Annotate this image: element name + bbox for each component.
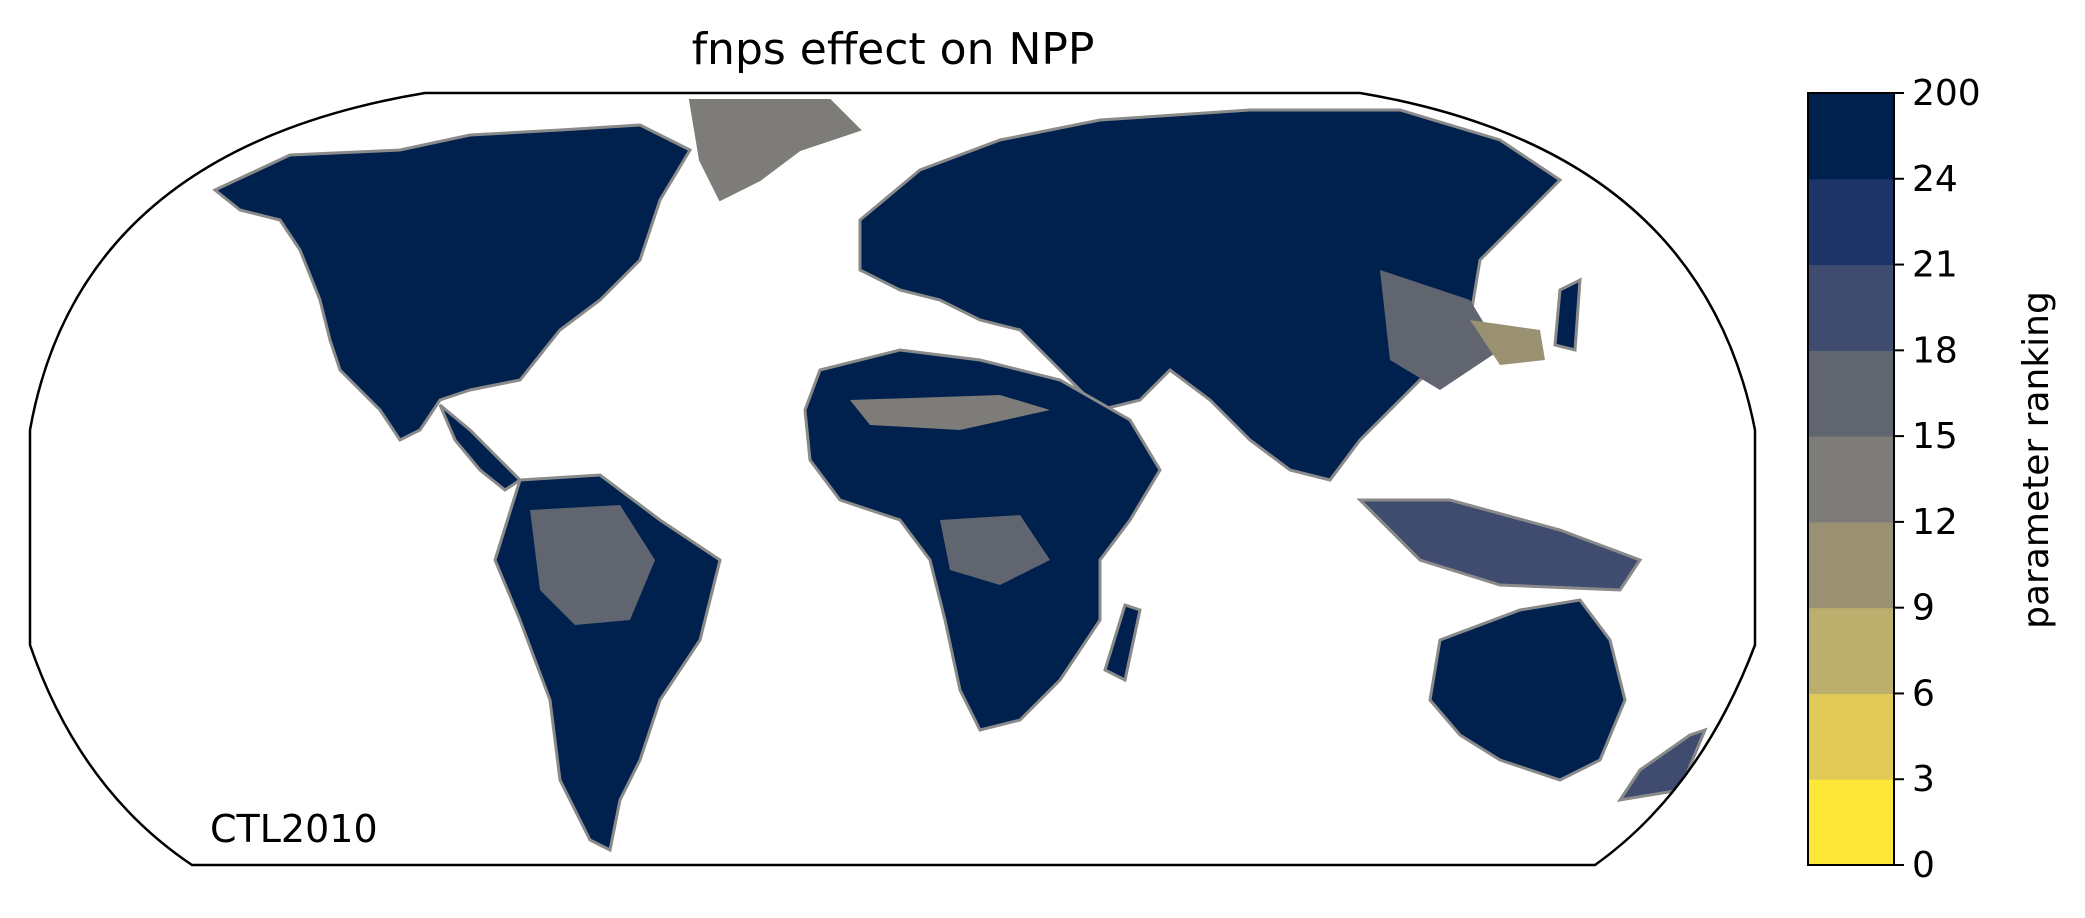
land-north-america [212, 123, 693, 442]
colorbar-tick-label: 21 [1912, 245, 1958, 286]
southern-africa-region [940, 515, 1050, 585]
amazon-region [530, 505, 655, 625]
colorbar-segment [1808, 350, 1894, 437]
yellow-sea-region [1470, 320, 1545, 365]
run-label: CTL2010 [210, 807, 378, 851]
colorbar-segment [1808, 93, 1894, 180]
land-japan [1553, 277, 1582, 352]
land-madagascar [1103, 603, 1142, 683]
colorbar-tick-label: 24 [1912, 159, 1958, 200]
colorbar-tick-label: 18 [1912, 330, 1958, 371]
east-asia-region [1380, 270, 1500, 390]
colorbar-tick-label: 200 [1912, 73, 1981, 114]
colorbar-segment [1808, 178, 1894, 266]
sahel-region [850, 395, 1050, 430]
colorbar-segment [1808, 264, 1894, 351]
land-eurasia [858, 108, 1563, 482]
colorbar-tick-label: 6 [1912, 673, 1935, 714]
land-cells [212, 99, 1708, 853]
land-greenland [688, 99, 862, 202]
map-title: fnps effect on NPP [692, 24, 1095, 75]
colorbar-tick-label: 9 [1912, 588, 1935, 629]
colorbar-label: parameter ranking [2016, 291, 2057, 629]
colorbar-segment [1808, 521, 1894, 609]
colorbar-segment [1808, 607, 1894, 694]
land-new-zealand [1616, 727, 1708, 803]
colorbar: 0 3 6 9 12 15 18 21 24 200 [1807, 73, 1981, 886]
colorbar-tick-label: 12 [1912, 502, 1958, 543]
land-australia [1428, 598, 1627, 782]
colorbar-segment [1808, 436, 1894, 523]
map-boundary [28, 91, 1757, 867]
colorbar-tick-label: 15 [1912, 416, 1958, 457]
colorbar-tick-label: 0 [1912, 845, 1935, 886]
colorbar-frame [1807, 92, 1895, 866]
world-map [28, 91, 1757, 867]
colorbar-segment [1808, 779, 1894, 866]
colorbar-segment [1808, 693, 1894, 780]
colorbar-tick-label: 3 [1912, 759, 1935, 800]
land-central-america [438, 403, 523, 492]
land-southeast-asia [1356, 498, 1643, 592]
